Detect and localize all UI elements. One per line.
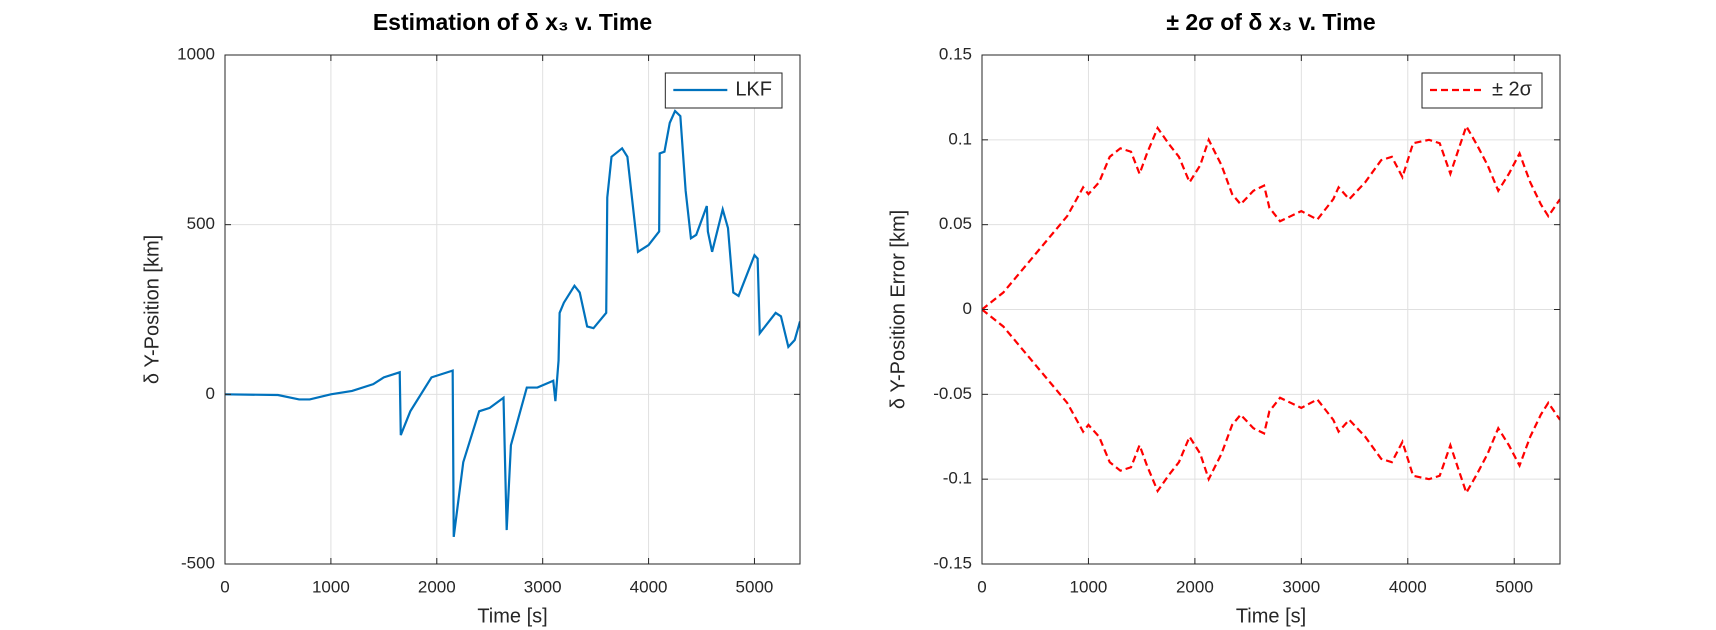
x-tick-label: 3000 (524, 577, 562, 596)
data-line (225, 109, 800, 537)
y-tick-label: -0.15 (933, 553, 972, 572)
x-tick-label: 4000 (1389, 577, 1427, 596)
y-tick-label: 0.1 (948, 129, 972, 148)
x-tick-label: 5000 (736, 577, 774, 596)
y-tick-label: 500 (187, 214, 215, 233)
x-axis-label: Time [s] (1236, 605, 1306, 627)
data-line (982, 308, 1560, 496)
legend: ± 2σ (1421, 72, 1543, 109)
x-tick-label: 2000 (1176, 577, 1214, 596)
x-tick-label: 0 (977, 577, 986, 596)
y-tick-label: 0.05 (939, 214, 972, 233)
chart-panel: 0 1000 2000 3000 4000 5000 -500 0 500 1000 Estimat… (141, 9, 801, 627)
plot-area (225, 55, 800, 564)
x-tick-label: 1000 (1070, 577, 1108, 596)
y-tick-label: 0 (963, 299, 972, 318)
legend-label: ± 2σ (1492, 78, 1533, 100)
y-tick-label: 1000 (177, 44, 215, 63)
chart-title: Estimation of δ x₃ v. Time (373, 9, 652, 35)
y-tick-label: -0.1 (943, 469, 972, 488)
chart-title: ± 2σ of δ x₃ v. Time (1166, 9, 1375, 35)
y-tick-label: 0 (206, 384, 215, 403)
y-tick-label: 0.15 (939, 44, 972, 63)
x-tick-label: 4000 (630, 577, 668, 596)
x-axis-label: Time [s] (477, 605, 547, 627)
x-tick-label: 3000 (1282, 577, 1320, 596)
y-axis-label: δ Y-Position [km] (141, 235, 163, 384)
legend-label: LKF (735, 78, 772, 100)
x-tick-label: 5000 (1495, 577, 1533, 596)
x-tick-label: 1000 (312, 577, 350, 596)
x-tick-label: 2000 (418, 577, 456, 596)
axes-box (224, 54, 801, 565)
legend: LKF (664, 72, 783, 109)
y-tick-label: -0.05 (933, 384, 972, 403)
chart-panel: 0 1000 2000 3000 4000 5000 -0.15 -0.1 -0.05 0 0.05… (887, 9, 1561, 627)
data-line (982, 123, 1560, 311)
y-tick-label: -500 (181, 553, 215, 572)
x-tick-label: 0 (220, 577, 229, 596)
y-axis-label: δ Y-Position Error [km] (887, 210, 909, 409)
